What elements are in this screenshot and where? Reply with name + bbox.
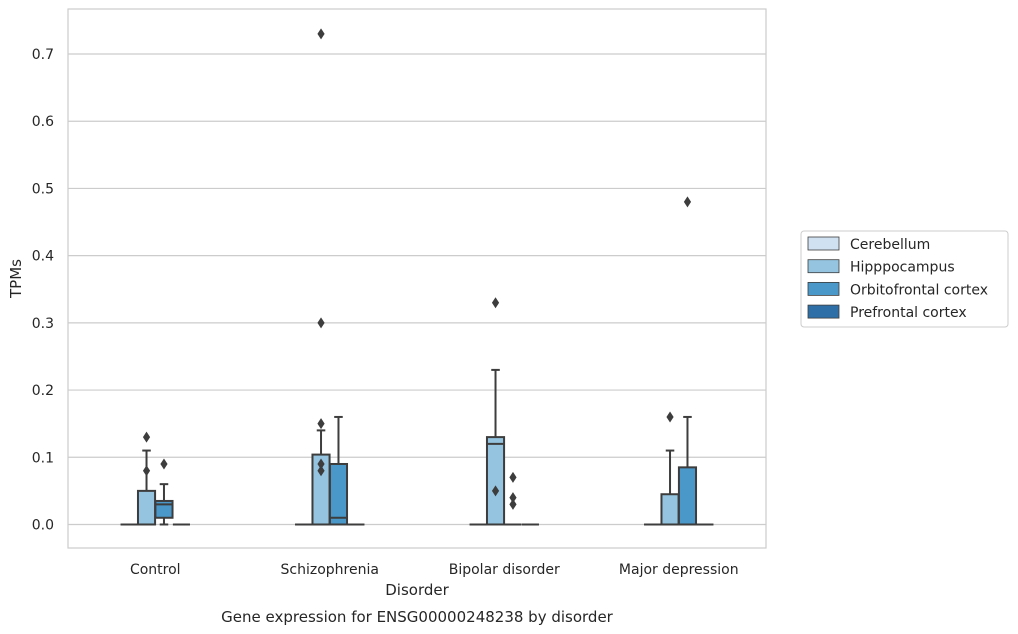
- legend-label: Hipppocampus: [850, 260, 955, 276]
- outlier-point: [683, 196, 692, 208]
- outlier-point: [317, 418, 325, 430]
- box-hipppocampus: [660, 411, 680, 526]
- y-tick-label: 0.0: [32, 517, 54, 533]
- outlier-point: [160, 458, 168, 470]
- outlier-point: [509, 492, 517, 504]
- outlier-point: [491, 297, 500, 309]
- outlier-point: [317, 317, 325, 329]
- legend-label: Cerebellum: [850, 237, 930, 253]
- box: [328, 462, 349, 526]
- y-tick-label: 0.5: [32, 181, 54, 197]
- outlier-point: [317, 458, 325, 470]
- box-plots: [120, 28, 714, 526]
- y-tick-label: 0.6: [32, 114, 54, 130]
- box: [136, 489, 157, 526]
- x-tick-label: Bipolar disorder: [449, 562, 560, 578]
- outlier-point: [666, 411, 674, 423]
- y-ticks: 0.0 0.1 0.2 0.3 0.4 0.5 0.6 0.7: [32, 47, 54, 533]
- legend-swatch: [807, 236, 840, 251]
- legend-swatch: [807, 304, 840, 319]
- box: [677, 466, 698, 526]
- y-tick-label: 0.2: [32, 383, 54, 399]
- outlier-point: [491, 485, 500, 497]
- x-axis-title: Disorder: [385, 581, 449, 599]
- legend-swatch: [807, 281, 840, 296]
- box-hipppocampus: [311, 28, 331, 526]
- box-orbitofrontal-cortex: [504, 471, 522, 526]
- box-orbitofrontal-cortex: [154, 458, 174, 526]
- outlier-point: [317, 465, 325, 477]
- y-tick-label: 0.4: [32, 249, 54, 265]
- outlier-point: [509, 471, 517, 483]
- y-axis-title: TPMs: [7, 259, 25, 299]
- x-tick-label: Major depression: [619, 562, 739, 578]
- y-tick-label: 0.3: [32, 316, 54, 332]
- legend: Cerebellum Hipppocampus Orbitofrontal cort…: [800, 230, 1009, 328]
- y-tick-label: 0.7: [32, 47, 54, 63]
- box: [485, 436, 506, 526]
- legend-swatch: [807, 259, 840, 274]
- box-orbitofrontal-cortex: [677, 196, 698, 526]
- outlier-point: [142, 431, 151, 443]
- outlier-point: [142, 465, 151, 477]
- box-orbitofrontal-cortex: [328, 415, 349, 526]
- chart-caption: Gene expression for ENSG00000248238 by d…: [221, 608, 614, 626]
- y-tick-label: 0.1: [32, 450, 54, 466]
- box-hipppocampus: [485, 297, 506, 526]
- x-tick-label: Schizophrenia: [281, 562, 379, 578]
- outlier-point: [317, 28, 325, 40]
- outlier-point: [509, 498, 517, 510]
- legend-label: Prefrontal cortex: [850, 305, 967, 321]
- legend-frame: [800, 230, 1009, 328]
- legend-label: Orbitofrontal cortex: [850, 282, 988, 298]
- plot-frame: [67, 8, 767, 549]
- x-ticks: Control Schizophrenia Bipolar disorder Majo…: [130, 562, 739, 578]
- box-hipppocampus: [136, 431, 157, 526]
- box: [660, 493, 680, 526]
- grid: [68, 53, 766, 526]
- x-tick-label: Control: [130, 562, 181, 578]
